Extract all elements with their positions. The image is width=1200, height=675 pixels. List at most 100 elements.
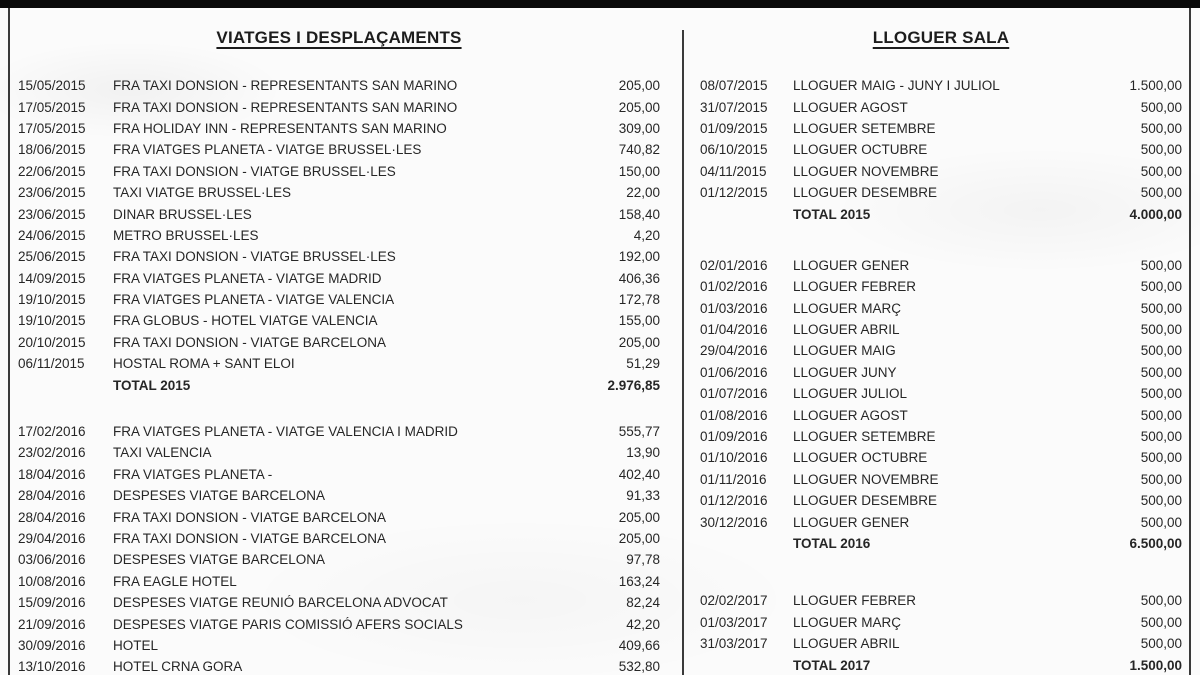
row-date: 01/03/2016 <box>700 300 768 316</box>
row-amount: 500,00 <box>1140 163 1182 179</box>
row-amount: 500,00 <box>1140 300 1182 316</box>
row-date: 01/07/2016 <box>700 386 768 402</box>
travel-expenses-title-text: VIATGES I DESPLAÇAMENTS <box>216 28 462 47</box>
row-amount: 500,00 <box>1140 120 1182 136</box>
row-description: LLOGUER FEBRER <box>793 593 917 609</box>
row-description: FRA TAXI DONSION - VIATGE BARCELONA <box>113 509 387 525</box>
total-row: TOTAL 2016 6.500,00 <box>700 533 1182 554</box>
row-description: TOTAL 2015 <box>793 206 871 222</box>
row-amount: 500,00 <box>1140 514 1182 530</box>
row-amount: 13,90 <box>626 445 660 461</box>
row-amount: 500,00 <box>1140 386 1182 402</box>
ledger-row: 01/04/2016 LLOGUER ABRIL 500,00 <box>700 319 1182 340</box>
row-date: 15/09/2016 <box>18 595 86 611</box>
row-amount: 500,00 <box>1140 257 1182 273</box>
row-amount: 500,00 <box>1140 593 1182 609</box>
ledger-row: 01/11/2016 LLOGUER NOVEMBRE 500,00 <box>700 469 1182 490</box>
row-amount: 500,00 <box>1140 142 1182 158</box>
row-date: 18/04/2016 <box>18 466 86 482</box>
page-right-border <box>1189 8 1191 675</box>
row-date: 13/10/2016 <box>18 659 86 675</box>
row-amount: 500,00 <box>1140 429 1182 445</box>
row-date: 31/03/2017 <box>700 636 768 652</box>
row-description: HOTEL CRNA GORA <box>113 659 243 675</box>
row-amount: 150,00 <box>618 163 660 179</box>
row-amount: 555,77 <box>618 424 660 440</box>
ledger-row: 01/03/2017 LLOGUER MARÇ 500,00 <box>700 612 1182 633</box>
ledger-row: 19/10/2015 FRA GLOBUS - HOTEL VIATGE VALE… <box>18 310 660 331</box>
row-amount: 172,78 <box>618 292 660 308</box>
room-rental-column: LLOGUER SALA 08/07/2015 LLOGUER MAIG - JU… <box>700 0 1182 675</box>
row-amount: 500,00 <box>1140 407 1182 423</box>
row-amount: 532,80 <box>618 659 660 675</box>
row-description: HOSTAL ROMA + SANT ELOI <box>113 356 295 372</box>
row-amount: 500,00 <box>1140 185 1182 201</box>
scan-top-edge <box>0 0 1200 8</box>
row-amount: 205,00 <box>618 78 660 94</box>
row-description: LLOGUER JULIOL <box>793 386 908 402</box>
row-description: LLOGUER MAIG - JUNY I JULIOL <box>793 78 1000 94</box>
ledger-row: 18/04/2016 FRA VIATGES PLANETA - 402,40 <box>18 464 660 485</box>
row-date: 23/06/2015 <box>18 185 86 201</box>
row-date: 03/06/2016 <box>18 552 86 568</box>
row-amount: 22,00 <box>626 185 660 201</box>
ledger-row: 01/08/2016 LLOGUER AGOST 500,00 <box>700 404 1182 425</box>
row-date: 20/10/2015 <box>18 334 86 350</box>
row-description: LLOGUER AGOST <box>793 99 908 115</box>
row-description: FRA TAXI DONSION - REPRESENTANTS SAN MAR… <box>113 78 458 94</box>
row-amount: 4.000,00 <box>1129 206 1182 222</box>
ledger-row: 02/01/2016 LLOGUER GENER 500,00 <box>700 255 1182 276</box>
room-rental-title-text: LLOGUER SALA <box>872 28 1010 47</box>
ledger-row: 01/09/2015 LLOGUER SETEMBRE 500,00 <box>700 118 1182 139</box>
row-amount: 91,33 <box>626 488 660 504</box>
row-amount: 82,24 <box>626 595 660 611</box>
row-date: 28/04/2016 <box>18 509 86 525</box>
travel-expenses-rows: 15/05/2015 FRA TAXI DONSION - REPRESENTAN… <box>18 75 660 675</box>
row-amount: 500,00 <box>1140 471 1182 487</box>
ledger-row: 04/11/2015 LLOGUER NOVEMBRE 500,00 <box>700 161 1182 182</box>
ledger-row: 29/04/2016 FRA TAXI DONSION - VIATGE BARC… <box>18 528 660 549</box>
ledger-section: 15/05/2015 FRA TAXI DONSION - REPRESENTAN… <box>18 75 660 396</box>
row-description: LLOGUER SETEMBRE <box>793 429 936 445</box>
row-description: LLOGUER ABRIL <box>793 636 900 652</box>
page-left-border <box>8 8 10 675</box>
row-date: 01/12/2016 <box>700 493 768 509</box>
ledger-row: 01/10/2016 LLOGUER OCTUBRE 500,00 <box>700 447 1182 468</box>
row-date: 19/10/2015 <box>18 292 86 308</box>
row-date: 04/11/2015 <box>700 163 767 179</box>
row-amount: 500,00 <box>1140 636 1182 652</box>
ledger-row: 14/09/2015 FRA VIATGES PLANETA - VIATGE M… <box>18 268 660 289</box>
row-amount: 163,24 <box>618 573 660 589</box>
total-row: TOTAL 2017 1.500,00 <box>700 654 1182 675</box>
row-description: LLOGUER MARÇ <box>793 614 902 630</box>
row-date: 08/07/2015 <box>700 78 768 94</box>
row-description: FRA GLOBUS - HOTEL VIATGE VALENCIA <box>113 313 378 329</box>
row-description: LLOGUER OCTUBRE <box>793 142 928 158</box>
ledger-row: 08/07/2015 LLOGUER MAIG - JUNY I JULIOL 1.… <box>700 75 1182 96</box>
row-date: 29/04/2016 <box>700 343 768 359</box>
row-amount: 500,00 <box>1140 364 1182 380</box>
row-amount: 155,00 <box>618 313 660 329</box>
row-date: 23/02/2016 <box>18 445 86 461</box>
row-date: 23/06/2015 <box>18 206 86 222</box>
ledger-row: 31/07/2015 LLOGUER AGOST 500,00 <box>700 96 1182 117</box>
row-date: 17/02/2016 <box>18 424 86 440</box>
row-amount: 740,82 <box>618 142 660 158</box>
row-date: 01/02/2016 <box>700 279 768 295</box>
ledger-row: 19/10/2015 FRA VIATGES PLANETA - VIATGE V… <box>18 289 660 310</box>
ledger-row: 18/06/2015 FRA VIATGES PLANETA - VIATGE B… <box>18 139 660 160</box>
row-description: FRA EAGLE HOTEL <box>113 573 237 589</box>
ledger-row: 25/06/2015 FRA TAXI DONSION - VIATGE BRUS… <box>18 246 660 267</box>
row-date: 30/12/2016 <box>700 514 768 530</box>
row-description: LLOGUER MARÇ <box>793 300 902 316</box>
row-date: 21/09/2016 <box>18 616 86 632</box>
row-amount: 205,00 <box>618 509 660 525</box>
row-date: 02/02/2017 <box>700 593 768 609</box>
row-description: DINAR BRUSSEL·LES <box>113 206 252 222</box>
row-description: FRA TAXI DONSION - VIATGE BARCELONA <box>113 531 387 546</box>
row-date: 06/11/2015 <box>18 356 85 372</box>
row-description: LLOGUER GENER <box>793 257 910 273</box>
ledger-row: 15/05/2015 FRA TAXI DONSION - REPRESENTAN… <box>18 75 660 96</box>
row-date: 29/04/2016 <box>18 531 86 546</box>
row-date: 25/06/2015 <box>18 249 86 265</box>
